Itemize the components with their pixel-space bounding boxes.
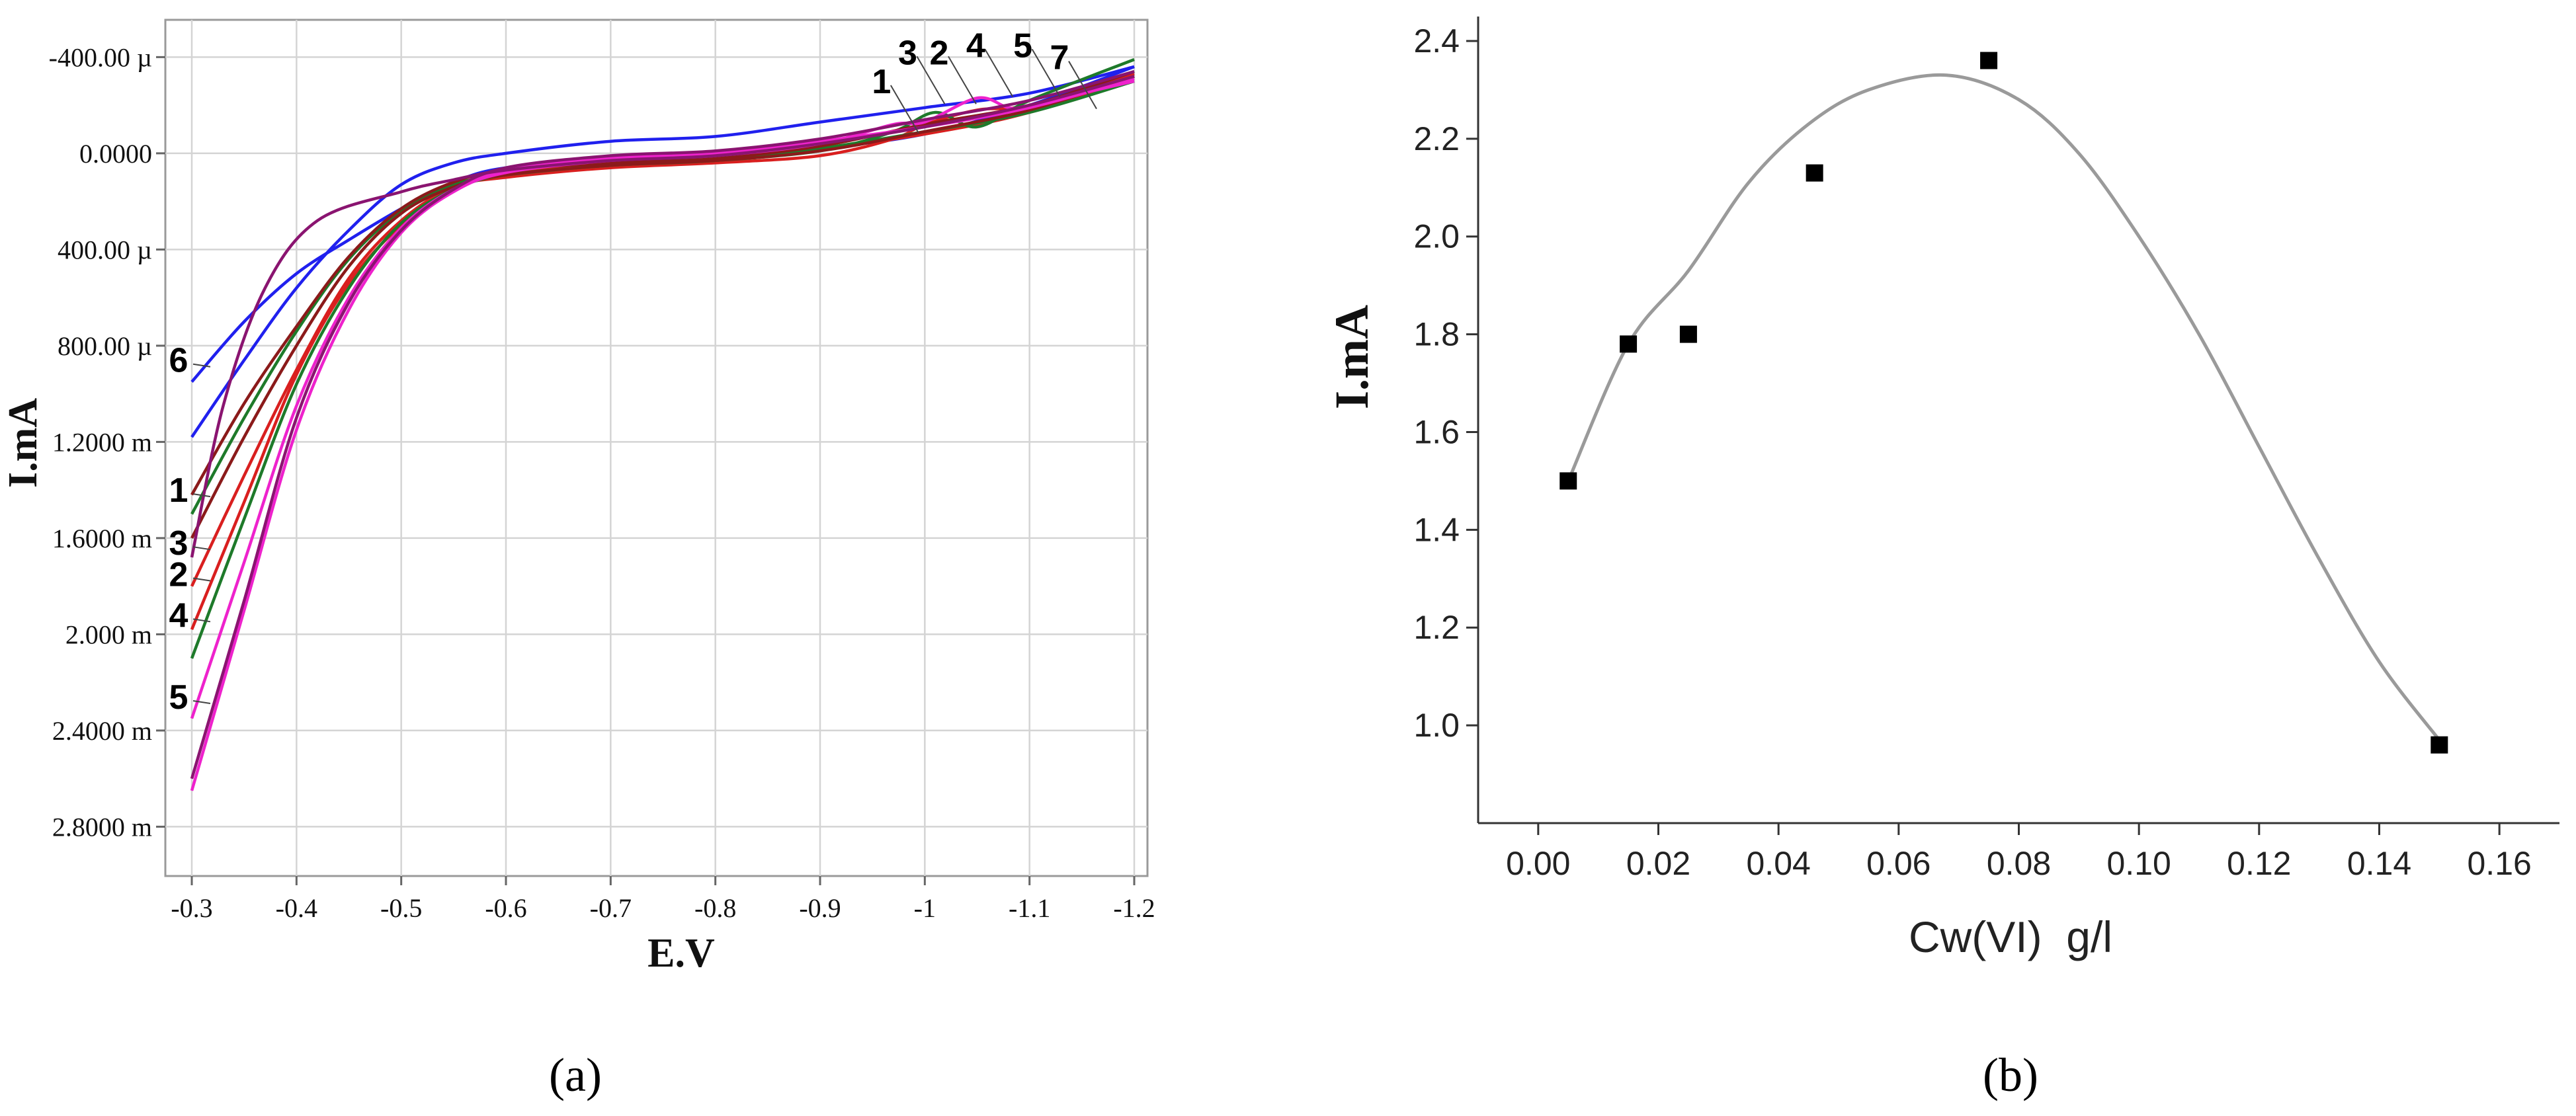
panel-a-x-axis-label: E.V xyxy=(647,931,715,976)
panel-b-y-tick-label-4: 1.8 xyxy=(1413,316,1460,353)
panel-a-curve-label-10: 5 xyxy=(1013,26,1032,65)
panel-a-curve-label-4: 4 xyxy=(169,596,188,635)
panel-a-plot-area xyxy=(164,19,1149,877)
panel-b-x-tick-label-5: 0.10 xyxy=(2107,845,2171,882)
panel-a-series-3-curve-0 xyxy=(190,75,1135,539)
panel-b-x-tick-label-1: 0.02 xyxy=(1626,845,1690,882)
panel-a-curve-label-leader-1 xyxy=(192,493,211,498)
panel-a-x-tick-label-2: -0.5 xyxy=(380,893,422,923)
panel-a-curve-label-leader-2 xyxy=(192,546,211,551)
panel-a-series xyxy=(190,58,1135,791)
panel-a-y-tick-label-2: 400.00 µ xyxy=(58,235,152,264)
panel-b-x-axis-label: Cw(VI) g/l xyxy=(1909,912,2112,961)
panel-a-y-tick-label-0: -400.00 µ xyxy=(49,42,152,72)
panel-a-curve-label-leader-0 xyxy=(192,363,211,368)
panel-b-point-5 xyxy=(2431,736,2448,754)
panel-b-x-tick-label-4: 0.08 xyxy=(1987,845,2051,882)
panel-a-curve-label-leader-5 xyxy=(192,700,211,704)
panel-a-curve-label-leader-4 xyxy=(192,618,211,623)
panel-b-y-ticks: 1.0 1.2 1.4 1.6 1.8 2.0 2.2 2.4 xyxy=(1413,22,1478,744)
panel-b-chart: 1.01.21.41.61.82.02.22.4 0.00 0.02 0.04 0.0… xyxy=(1325,17,2559,1101)
panel-a-y-tick-label-7: 2.4000 m xyxy=(52,716,152,746)
panel-a-caption: (a) xyxy=(549,1049,602,1101)
panel-a-curve-label-0: 6 xyxy=(169,342,188,380)
panel-a-curve-label-5: 5 xyxy=(169,678,188,717)
panel-b-y-tick-label-1: 1.2 xyxy=(1413,609,1460,646)
panel-b-x-ticks: 0.00 0.02 0.04 0.06 0.08 0.10 0.12 0.14 0.16 xyxy=(1506,823,2532,882)
panel-a-curve-label-3: 2 xyxy=(169,555,188,594)
panel-a-y-tick-label-6: 2.000 m xyxy=(65,619,152,649)
panel-a-curve-label-11: 7 xyxy=(1050,39,1069,77)
panel-a-x-tick-label-7: -1 xyxy=(914,893,936,923)
panel-a-curve-label-6: 1 xyxy=(872,63,891,101)
panel-a-curve-label-2: 3 xyxy=(169,524,188,563)
panel-a-y-axis-label: I.mA xyxy=(1,398,46,488)
panel-b-y-tick-label-0: 1.0 xyxy=(1413,707,1460,744)
panel-b-fit-curve xyxy=(1567,73,2441,741)
panel-b-points xyxy=(1559,52,2448,754)
panel-b-point-3 xyxy=(1806,164,1823,182)
panel-a-x-tick-label-6: -0.9 xyxy=(799,893,841,923)
panel-b-x-tick-label-7: 0.14 xyxy=(2347,845,2411,882)
panel-a-curve-label-leader-10 xyxy=(1031,48,1061,97)
panel-a-series-0-curve-1 xyxy=(190,65,1135,438)
panel-b-point-0 xyxy=(1559,472,1577,490)
panel-a-curve-label-leader-11 xyxy=(1068,61,1097,110)
panel-b-x-tick-label-6: 0.12 xyxy=(2227,845,2291,882)
panel-b-y-tick-label-3: 1.6 xyxy=(1413,413,1460,450)
panel-a-curve-label-7: 3 xyxy=(898,34,917,72)
panel-a-x-tick-label-4: -0.7 xyxy=(590,893,632,923)
panel-a-series-5-curve-1 xyxy=(190,75,1135,558)
panel-a-curve-label-leader-9 xyxy=(984,48,1014,97)
panel-b-x-tick-label-0: 0.00 xyxy=(1506,845,1570,882)
panel-b-y-tick-label-2: 1.4 xyxy=(1413,511,1460,548)
panel-b-point-2 xyxy=(1679,325,1697,343)
panel-b-y-axis-label: I.mA xyxy=(1325,305,1378,409)
panel-a-y-tick-label-4: 1.2000 m xyxy=(52,427,152,457)
panel-a-x-ticks: -0.3 -0.4 -0.5 -0.6 -0.7 -0.8 -0.9 -1 -1.1 -1.2 xyxy=(171,876,1155,923)
panel-a-x-tick-label-9: -1.2 xyxy=(1113,893,1155,923)
panel-b-y-tick-label-6: 2.2 xyxy=(1413,120,1460,157)
panel-a-curve-label-leader-3 xyxy=(192,577,211,582)
panel-a-series-5-curve-0 xyxy=(190,70,1135,779)
panel-a-x-tick-label-8: -1.1 xyxy=(1009,893,1050,923)
panel-a-curve-label-leader-8 xyxy=(948,56,977,104)
panel-a-y-tick-label-3: 800.00 µ xyxy=(58,331,152,361)
panel-a-chart: -400.00 µ 0.0000 400.00 µ 800.00 µ 1.2000 m 1… xyxy=(1,19,1155,1101)
panel-b-x-tick-label-3: 0.06 xyxy=(1866,845,1931,882)
panel-a-curve-label-1: 1 xyxy=(169,471,188,510)
panel-a-curve-label-leader-6 xyxy=(890,85,919,134)
panel-a-y-tick-label-8: 2.8000 m xyxy=(52,812,152,842)
panel-a-x-tick-label-5: -0.8 xyxy=(694,893,736,923)
panel-a-x-tick-label-1: -0.4 xyxy=(276,893,317,923)
panel-a-y-tick-label-1: 0.0000 xyxy=(79,139,152,169)
panel-a-y-ticks: -400.00 µ 0.0000 400.00 µ 800.00 µ 1.2000 m 1… xyxy=(49,42,165,842)
panel-a-curve-label-9: 4 xyxy=(966,26,985,65)
panel-b-point-1 xyxy=(1620,335,1638,353)
panel-a-y-tick-label-5: 1.6000 m xyxy=(52,524,152,553)
panel-b-x-tick-label-8: 0.16 xyxy=(2468,845,2532,882)
panel-b-x-tick-label-2: 0.04 xyxy=(1747,845,1811,882)
panel-b-point-4 xyxy=(1980,52,1998,69)
panel-b-caption: (b) xyxy=(1983,1049,2038,1101)
panel-b-y-tick-label-5: 2.0 xyxy=(1413,218,1460,255)
panel-a-curve-label-8: 2 xyxy=(929,34,948,72)
panel-a-curve-label-leader-7 xyxy=(916,56,946,104)
panel-a-x-tick-label-0: -0.3 xyxy=(171,893,212,923)
panel-b-y-tick-label-7: 2.4 xyxy=(1413,22,1460,60)
panel-a-x-tick-label-3: -0.6 xyxy=(485,893,526,923)
